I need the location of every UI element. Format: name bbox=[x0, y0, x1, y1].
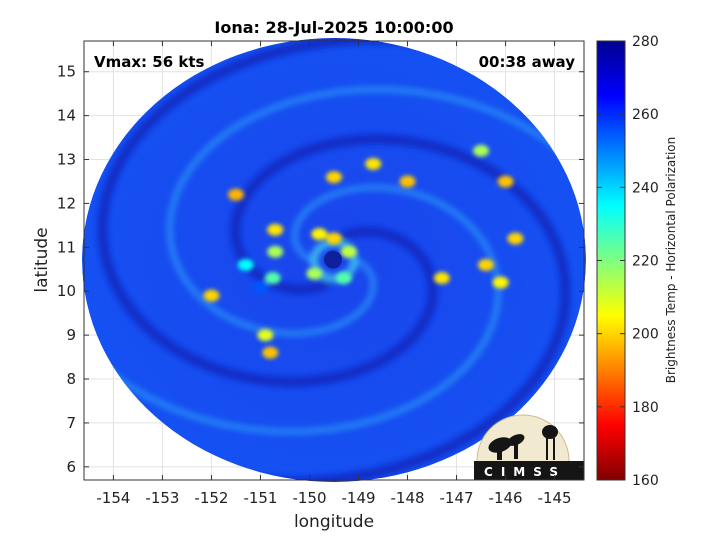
convective-cell bbox=[306, 267, 323, 280]
rain-band bbox=[166, 86, 586, 338]
y-tick-label: 11 bbox=[57, 238, 76, 256]
y-tick-label: 9 bbox=[66, 326, 76, 344]
colorbar-tick-label: 260 bbox=[632, 107, 659, 123]
x-tick-label: -154 bbox=[96, 489, 130, 507]
axes-frame bbox=[83, 40, 585, 481]
convective-cell bbox=[262, 346, 279, 359]
x-tick-label: -148 bbox=[391, 489, 425, 507]
x-tick-label: -153 bbox=[145, 489, 179, 507]
x-tick-label: -147 bbox=[440, 489, 474, 507]
convective-cell bbox=[311, 228, 328, 241]
y-axis: 6 7 8 9 10 11 12 13 14 15 bbox=[57, 63, 584, 476]
convective-cell bbox=[340, 245, 357, 258]
storm-eye bbox=[324, 250, 343, 269]
chart-title: Iona: 28-Jul-2025 10:00:00 bbox=[214, 18, 453, 37]
vmax-annotation: Vmax: 56 kts bbox=[94, 53, 204, 71]
convective-cell bbox=[267, 245, 284, 258]
y-tick-label: 8 bbox=[66, 370, 76, 388]
colorbar-tick-label: 280 bbox=[632, 34, 659, 50]
y-tick-label: 14 bbox=[57, 107, 76, 125]
x-tick-label: -152 bbox=[194, 489, 228, 507]
y-tick-label: 15 bbox=[57, 63, 76, 81]
convective-cell bbox=[252, 280, 269, 293]
y-tick-label: 10 bbox=[57, 282, 76, 300]
convective-cell bbox=[477, 258, 494, 271]
convective-cell bbox=[203, 289, 220, 302]
colorbar-tick-label: 180 bbox=[632, 400, 659, 416]
convective-cell bbox=[264, 272, 281, 285]
convective-cell bbox=[257, 329, 274, 342]
convective-cell bbox=[326, 171, 342, 184]
y-tick-label: 13 bbox=[57, 151, 76, 169]
x-tick-label: -150 bbox=[292, 489, 326, 507]
x-tick-label: -149 bbox=[341, 489, 375, 507]
convective-cell bbox=[267, 223, 284, 236]
convective-cell bbox=[399, 175, 416, 188]
y-tick-label: 12 bbox=[57, 194, 76, 212]
convective-cell bbox=[492, 276, 509, 289]
brightness-disk bbox=[82, 38, 586, 482]
x-axis: -154 -153 -152 -151 -150 -149 -148 -147 -146 -145 bbox=[96, 41, 572, 507]
convective-cell bbox=[365, 157, 382, 170]
colorbar-tick-label: 240 bbox=[632, 180, 659, 196]
convective-cell bbox=[335, 272, 352, 285]
convective-cell bbox=[237, 258, 254, 271]
rain-band bbox=[97, 38, 438, 388]
colorbar-ticks: 160 180 200 220 240 260 280 bbox=[597, 34, 659, 489]
time-away-annotation: 00:38 away bbox=[479, 53, 576, 71]
convective-cell bbox=[507, 232, 524, 245]
convective-cell bbox=[433, 272, 450, 285]
colorbar-label: Brightness Temp - Horizontal Polarizatio… bbox=[664, 137, 678, 384]
x-tick-label: -145 bbox=[538, 489, 572, 507]
colorbar-tick-label: 220 bbox=[632, 254, 659, 270]
colorbar-tick-label: 200 bbox=[632, 327, 659, 343]
colorbar-tick-label: 160 bbox=[632, 473, 659, 489]
y-tick-label: 7 bbox=[66, 414, 76, 432]
convective-cell bbox=[497, 175, 514, 188]
x-tick-label: -151 bbox=[243, 489, 277, 507]
y-axis-label: latitude bbox=[32, 227, 52, 292]
x-axis-label: longitude bbox=[294, 512, 374, 532]
convective-cells bbox=[203, 144, 524, 359]
y-tick-label: 6 bbox=[66, 458, 76, 476]
cimss-logo: CIMSS bbox=[474, 414, 584, 480]
convective-cell bbox=[326, 232, 342, 245]
convective-cell bbox=[473, 144, 490, 157]
x-tick-label: -146 bbox=[489, 489, 523, 507]
convective-cell bbox=[227, 188, 244, 201]
logo-text: CIMSS bbox=[484, 465, 566, 479]
